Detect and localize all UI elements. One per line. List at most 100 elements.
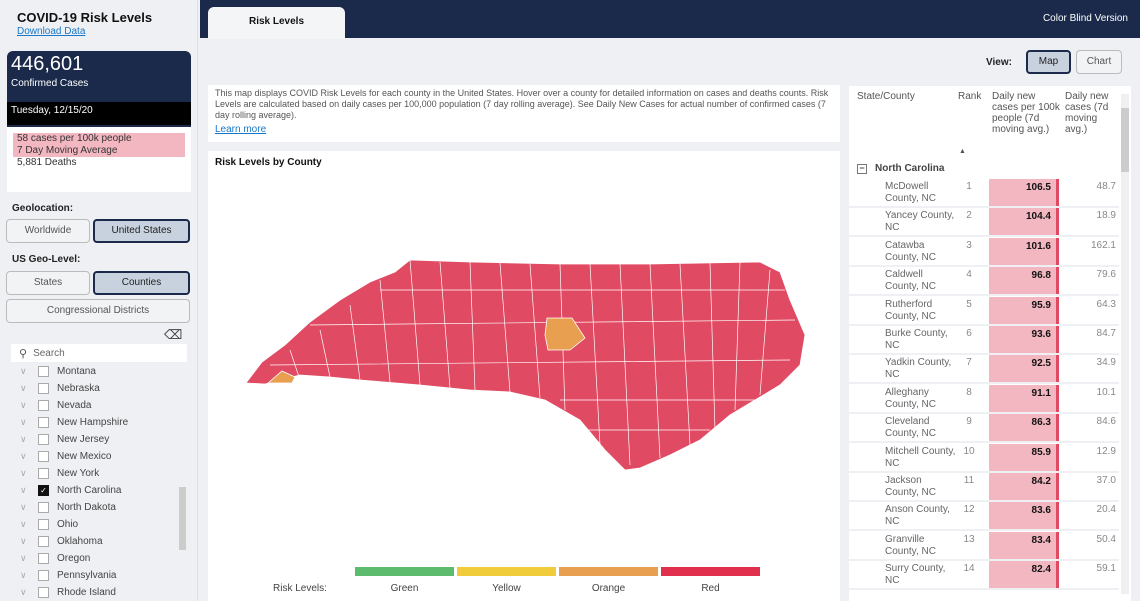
county-name: Yancey County, NC [885,210,955,234]
table-row[interactable]: Granville County, NC 13 83.4 50.4 [849,531,1119,561]
group-label: North Carolina [875,163,945,174]
header-state-county[interactable]: State/County [857,91,915,102]
header-rank[interactable]: Rank [958,91,982,102]
table-row[interactable]: Rutherford County, NC 5 95.9 64.3 [849,296,1119,326]
daily-cases-value: 18.9 [1096,210,1116,222]
table-row[interactable]: Alleghany County, NC 8 91.1 10.1 [849,384,1119,414]
state-item[interactable]: ∨ Ohio [20,516,78,533]
rank: 12 [963,504,975,516]
checkbox[interactable] [38,570,49,581]
state-item[interactable]: ∨ Nevada [20,397,91,414]
header-daily-cases[interactable]: Daily new cases (7d moving avg.) [1065,91,1109,135]
rank: 7 [966,357,972,369]
county-name: Cleveland County, NC [885,416,936,440]
learn-more-link[interactable]: Learn more [215,124,267,135]
united-states-button[interactable]: United States [93,219,190,243]
table-row[interactable]: Burke County, NC 6 93.6 84.7 [849,326,1119,355]
checkbox[interactable] [38,468,49,479]
eraser-icon[interactable]: ⌫ [164,327,183,342]
table-row[interactable]: Yancey County, NC 2 104.4 18.9 [849,208,1119,238]
download-data-link[interactable]: Download Data [17,26,86,37]
stats-panel: 58 cases per 100k people 7 Day Moving Av… [7,127,191,192]
orange-county-catawba[interactable] [544,317,586,351]
state-item[interactable]: ∨ Montana [20,363,96,380]
states-button[interactable]: States [6,271,90,295]
tab-risk-levels[interactable]: Risk Levels [208,7,345,39]
checkbox[interactable] [38,383,49,394]
checkbox[interactable] [38,366,49,377]
chevron-down-icon[interactable]: ∨ [20,519,27,529]
table-row[interactable]: Surry County, NC 14 82.4 59.1 [849,561,1119,591]
geo-level-label: US Geo-Level: [12,254,81,265]
table-row[interactable]: Jackson County, NC 11 84.2 37.0 [849,473,1119,502]
checkbox[interactable] [38,502,49,513]
table-row[interactable]: Caldwell County, NC 4 96.8 79.6 [849,267,1119,297]
nc-county-map[interactable] [230,250,830,480]
chevron-down-icon[interactable]: ∨ [20,587,27,597]
chevron-down-icon[interactable]: ∨ [20,502,27,512]
chevron-down-icon[interactable]: ∨ [20,400,27,410]
table-row[interactable]: Yadkin County, NC 7 92.5 34.9 [849,355,1119,385]
chevron-down-icon[interactable]: ∨ [20,383,27,393]
chevron-down-icon[interactable]: ∨ [20,570,27,580]
state-item[interactable]: ∨ New Hampshire [20,414,128,431]
orange-county-west[interactable] [266,370,296,384]
checkbox[interactable] [38,451,49,462]
state-list-scrollbar[interactable] [179,487,186,550]
sort-ascending-icon[interactable]: ▲ [959,148,966,155]
checkbox[interactable] [38,400,49,411]
checkbox[interactable] [38,519,49,530]
state-list: ∨ Montana ∨ Nebraska ∨ Nevada ∨ New Hampshire ∨ N… [0,363,198,601]
group-north-carolina[interactable]: − North Carolina [857,163,944,174]
rank: 4 [966,269,972,281]
chevron-down-icon[interactable]: ∨ [20,417,27,427]
chevron-down-icon[interactable]: ∨ [20,468,27,478]
checkbox[interactable] [38,553,49,564]
chevron-down-icon[interactable]: ∨ [20,434,27,444]
checkbox[interactable] [38,417,49,428]
rank: 11 [963,475,975,486]
table-row[interactable]: Cleveland County, NC 9 86.3 84.6 [849,414,1119,444]
checkbox[interactable] [38,434,49,445]
color-blind-version-link[interactable]: Color Blind Version [1042,13,1128,24]
table-row[interactable]: McDowell County, NC 1 106.5 48.7 [849,179,1119,208]
chevron-down-icon[interactable]: ∨ [20,536,27,546]
map-view-button[interactable]: Map [1026,50,1071,74]
chevron-down-icon[interactable]: ∨ [20,451,27,461]
state-item[interactable]: ∨ Oregon [20,550,90,567]
counties-button[interactable]: Counties [93,271,190,295]
rank: 14 [963,563,975,575]
per-100k-value: 95.9 [989,296,1059,324]
chevron-down-icon[interactable]: ∨ [20,485,27,495]
checkbox[interactable] [38,536,49,547]
header-per-100k[interactable]: Daily new cases per 100k people (7d movi… [992,91,1060,135]
top-bar [200,0,1140,38]
state-item[interactable]: ∨ New York [20,465,99,482]
state-item[interactable]: ∨ Oklahoma [20,533,103,550]
search-input[interactable]: ⚲ Search [11,344,187,362]
county-name: Jackson County, NC [885,475,936,498]
chevron-down-icon[interactable]: ∨ [20,366,27,376]
congressional-districts-button[interactable]: Congressional Districts [6,299,190,323]
state-item[interactable]: ∨ North Dakota [20,499,116,516]
north-carolina-counties[interactable] [245,259,806,471]
table-row[interactable]: Mitchell County, NC 10 85.9 12.9 [849,443,1119,473]
state-item[interactable]: ∨ Rhode Island [20,584,116,601]
table-row[interactable]: Anson County, NC 12 83.6 20.4 [849,502,1119,532]
chart-view-button[interactable]: Chart [1076,50,1122,74]
collapse-icon[interactable]: − [857,163,867,174]
county-name: Catawba County, NC [885,239,936,263]
state-item[interactable]: ∨ New Jersey [20,431,109,448]
state-item[interactable]: ∨ New Mexico [20,448,111,465]
state-item[interactable]: ∨ Pennsylvania [20,567,116,584]
state-item[interactable]: ∨ ✓ North Carolina [20,482,121,499]
table-scrollbar[interactable] [1121,94,1129,594]
checkbox[interactable]: ✓ [38,485,49,496]
chevron-down-icon[interactable]: ∨ [20,553,27,563]
worldwide-button[interactable]: Worldwide [6,219,90,243]
state-item[interactable]: ∨ Nebraska [20,380,100,397]
county-name: Burke County, NC [885,328,948,351]
table-row[interactable]: Catawba County, NC 3 101.6 162.1 [849,237,1119,267]
state-name: Montana [57,366,96,377]
checkbox[interactable] [38,587,49,598]
